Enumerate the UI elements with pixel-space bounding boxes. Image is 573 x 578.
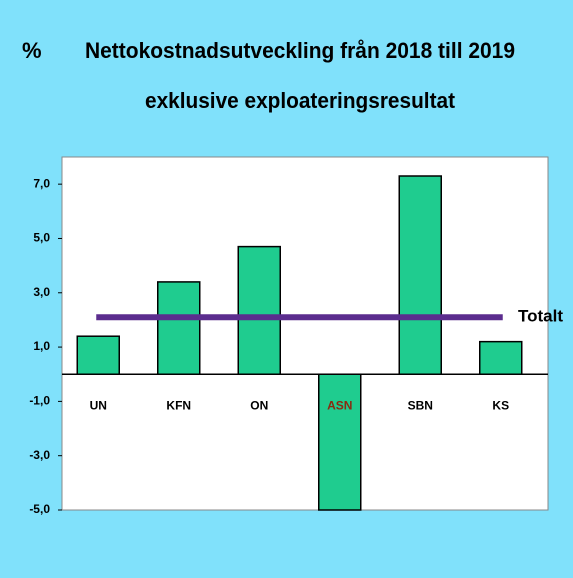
chart-title: Nettokostnadsutveckling från 2018 till 2… xyxy=(85,38,515,63)
bar xyxy=(157,281,201,375)
x-tick-label: UN xyxy=(90,398,107,412)
reference-label: Totalt xyxy=(518,307,563,326)
y-label: % xyxy=(22,38,42,63)
y-tick-label: -1,0 xyxy=(29,394,50,408)
y-tick-label: 1,0 xyxy=(33,339,50,353)
x-tick-label: ON xyxy=(250,398,268,412)
x-tick-label: KFN xyxy=(166,398,191,412)
x-tick-label: ASN xyxy=(327,398,352,412)
bar xyxy=(76,335,120,375)
bar xyxy=(318,373,362,511)
chart-subtitle: exklusive exploateringsresultat xyxy=(145,88,456,113)
y-tick-label: 5,0 xyxy=(33,231,50,245)
x-tick-label: SBN xyxy=(408,398,433,412)
plot-area xyxy=(61,156,549,511)
x-tick-label: KS xyxy=(492,398,509,412)
y-tick-label: -3,0 xyxy=(29,448,50,462)
bar xyxy=(237,245,281,375)
y-tick-label: 3,0 xyxy=(33,285,50,299)
bar xyxy=(398,175,442,375)
y-tick-label: -5,0 xyxy=(29,502,50,516)
y-tick-label: 7,0 xyxy=(33,176,50,190)
bar xyxy=(479,340,523,375)
